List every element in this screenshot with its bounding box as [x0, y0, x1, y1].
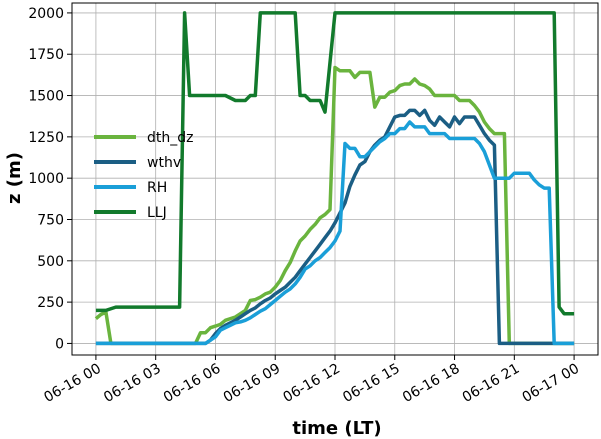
grid	[72, 3, 598, 355]
y-tick-label: 750	[37, 212, 64, 228]
x-tick-label: 06-16 00	[41, 361, 104, 406]
x-tick-label: 06-16 06	[161, 361, 224, 406]
legend-label: dth_dz	[147, 130, 193, 146]
y-tick-label: 1750	[28, 47, 64, 63]
x-tick-label: 06-16 21	[460, 361, 523, 406]
legend-label: RH	[147, 180, 167, 196]
y-axis-label: z (m)	[4, 152, 25, 204]
x-tick-label: 06-16 09	[221, 361, 284, 406]
y-tick-label: 2000	[28, 6, 64, 22]
y-tick-label: 250	[37, 295, 64, 311]
x-tick-label: 06-16 03	[101, 361, 164, 406]
y-tick-label: 1250	[28, 130, 64, 146]
legend-label: wthv	[147, 155, 181, 171]
y-tick-label: 1000	[28, 171, 64, 187]
y-tick-label: 0	[55, 336, 64, 352]
series-line-dth-dz	[94, 65, 575, 346]
y-tick-label: 1500	[28, 89, 64, 105]
series-line-rh	[95, 120, 575, 346]
x-tick-label: 06-16 12	[280, 361, 343, 406]
x-axis-label: time (LT)	[292, 418, 381, 439]
y-tick-label: 500	[37, 254, 64, 270]
series-lines	[94, 11, 575, 346]
x-tick-label: 06-16 18	[400, 361, 463, 406]
series-line-wthv	[95, 108, 575, 346]
legend-label: LLJ	[147, 205, 167, 221]
series-line-llj	[95, 11, 575, 316]
y-axis-ticks: 0 250 500 750 1000 1250 1500 1750 2000	[28, 6, 72, 352]
x-tick-label: 06-17 00	[520, 361, 583, 406]
x-tick-label: 06-16 15	[340, 361, 403, 406]
